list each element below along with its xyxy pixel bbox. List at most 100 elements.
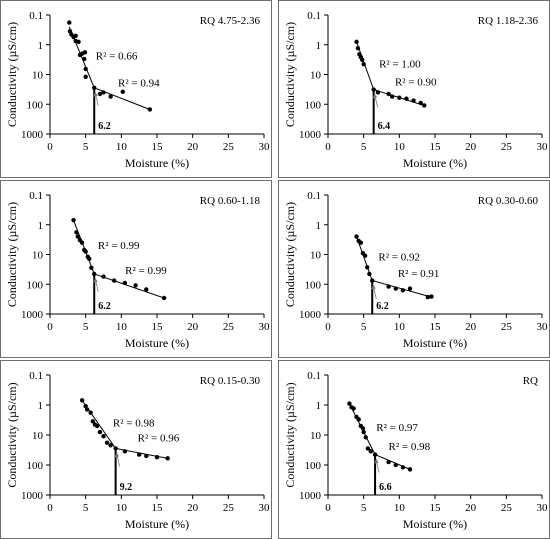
y-tick-label: 1: [316, 40, 322, 52]
data-point: [67, 20, 72, 25]
data-point: [411, 98, 416, 103]
data-point: [422, 103, 427, 108]
data-point: [360, 57, 365, 62]
y-tick-label: 100: [27, 99, 44, 111]
y-tick-label: 10: [310, 430, 322, 442]
x-axis-label: Moisture (%): [125, 517, 189, 531]
y-tick-label: 10: [310, 250, 322, 262]
data-point: [122, 280, 128, 286]
x-axis-label: Moisture (%): [403, 156, 467, 170]
data-point: [360, 426, 366, 431]
data-point: [386, 459, 391, 465]
data-point: [97, 91, 103, 97]
x-tick-label: 5: [361, 321, 367, 333]
data-point: [354, 39, 359, 45]
x-tick-label: 5: [361, 141, 367, 153]
x-tick-label: 20: [187, 321, 199, 333]
r2-label: R² = 1.00: [379, 59, 421, 71]
data-point: [351, 406, 356, 411]
y-axis-label: Conductivity (µS/cm): [283, 22, 297, 127]
r2-label: R² = 0.94: [118, 78, 160, 90]
data-point: [358, 240, 364, 245]
x-tick-label: 20: [465, 321, 477, 333]
data-point: [147, 107, 153, 112]
panel-title: RQ 4.75-2.36: [200, 15, 261, 27]
data-point: [354, 234, 359, 239]
x-tick-label: 20: [187, 141, 199, 153]
chart-panel: 0 5 10 15 20 25 30 0.1 1 10 100 1000 Moisture (%) Con…: [278, 360, 550, 539]
data-point: [161, 295, 167, 301]
chart-panel: 0 5 10 15 20 25 30 0.1 1 10 100 1000 Moisture (%) Con…: [278, 0, 550, 178]
breakpoint-label: 9.2: [120, 482, 133, 493]
panel-title: RQ 0.30-0.60: [478, 195, 539, 207]
x-tick-label: 25: [223, 502, 235, 514]
r2-label: R² = 0.90: [395, 77, 437, 89]
x-tick-label: 15: [152, 141, 164, 153]
data-point: [386, 91, 391, 97]
data-point: [400, 465, 406, 470]
data-point: [79, 240, 85, 245]
x-tick-label: 30: [259, 141, 271, 153]
data-point: [371, 87, 376, 92]
data-point: [101, 90, 106, 95]
y-tick-label: 1000: [21, 309, 44, 321]
r2-label: R² = 0.99: [98, 240, 140, 252]
x-tick-label: 15: [430, 141, 442, 153]
y-tick-label: 1: [316, 400, 322, 412]
breakpoint-label: 6.4: [378, 121, 391, 132]
breakpoint-arrow-head: [93, 277, 98, 283]
data-point: [97, 429, 103, 435]
x-tick-label: 30: [259, 321, 271, 333]
data-point: [361, 429, 366, 435]
y-axis-label: Conductivity (µS/cm): [5, 22, 19, 127]
breakpoint-label: 6.2: [98, 121, 111, 132]
y-axis-label: Conductivity (µS/cm): [283, 202, 297, 307]
chart-panel: 0 5 10 15 20 25 30 0.1 1 10 100 1000 Moisture (%) Con…: [0, 180, 272, 358]
y-tick-label: 100: [27, 279, 44, 291]
data-point: [429, 294, 434, 299]
y-tick-label: 1: [316, 220, 322, 232]
data-point: [407, 286, 413, 291]
x-tick-label: 0: [325, 502, 331, 514]
data-point: [101, 274, 106, 279]
r2-label: R² = 0.91: [398, 268, 440, 280]
data-point: [108, 94, 113, 99]
breakpoint-arrow-head: [114, 452, 120, 458]
chart-panel: 0 5 10 15 20 25 30 0.1 1 10 100 1000 Moisture (%) Con…: [0, 0, 272, 178]
x-tick-label: 25: [501, 141, 513, 153]
y-tick-label: 100: [305, 99, 322, 111]
data-point: [386, 284, 391, 289]
y-axis-label: Conductivity (µS/cm): [5, 382, 19, 487]
y-tick-label: 0.1: [307, 10, 321, 22]
x-tick-label: 5: [361, 502, 367, 514]
x-tick-label: 15: [430, 321, 442, 333]
x-tick-label: 10: [116, 502, 128, 514]
data-point: [370, 278, 375, 283]
data-point: [87, 256, 92, 262]
panel-frame: [0, 180, 272, 358]
breakpoint-label: 6.6: [379, 482, 392, 493]
y-tick-label: 1000: [299, 309, 322, 321]
data-point: [82, 56, 87, 62]
x-tick-label: 20: [187, 502, 199, 514]
fit-line-steep: [73, 219, 95, 275]
data-point: [108, 443, 113, 448]
panel-title: RQ 0.60-1.18: [200, 195, 261, 207]
x-tick-label: 10: [394, 321, 406, 333]
data-point: [83, 74, 88, 80]
panel-frame: [0, 0, 272, 178]
x-tick-label: 25: [501, 321, 513, 333]
data-point: [88, 410, 93, 415]
y-tick-label: 0.1: [307, 190, 321, 202]
x-tick-label: 20: [465, 502, 477, 514]
x-tick-label: 5: [83, 321, 89, 333]
data-point: [144, 287, 149, 292]
r2-label: R² = 0.97: [376, 422, 418, 434]
data-point: [365, 446, 371, 451]
r2-label: R² = 0.92: [378, 252, 420, 264]
x-tick-label: 15: [430, 502, 442, 514]
panel-title: RQ: [523, 375, 538, 387]
r2-label: R² = 0.99: [125, 265, 167, 277]
x-tick-label: 5: [83, 502, 89, 514]
data-point: [400, 288, 406, 293]
